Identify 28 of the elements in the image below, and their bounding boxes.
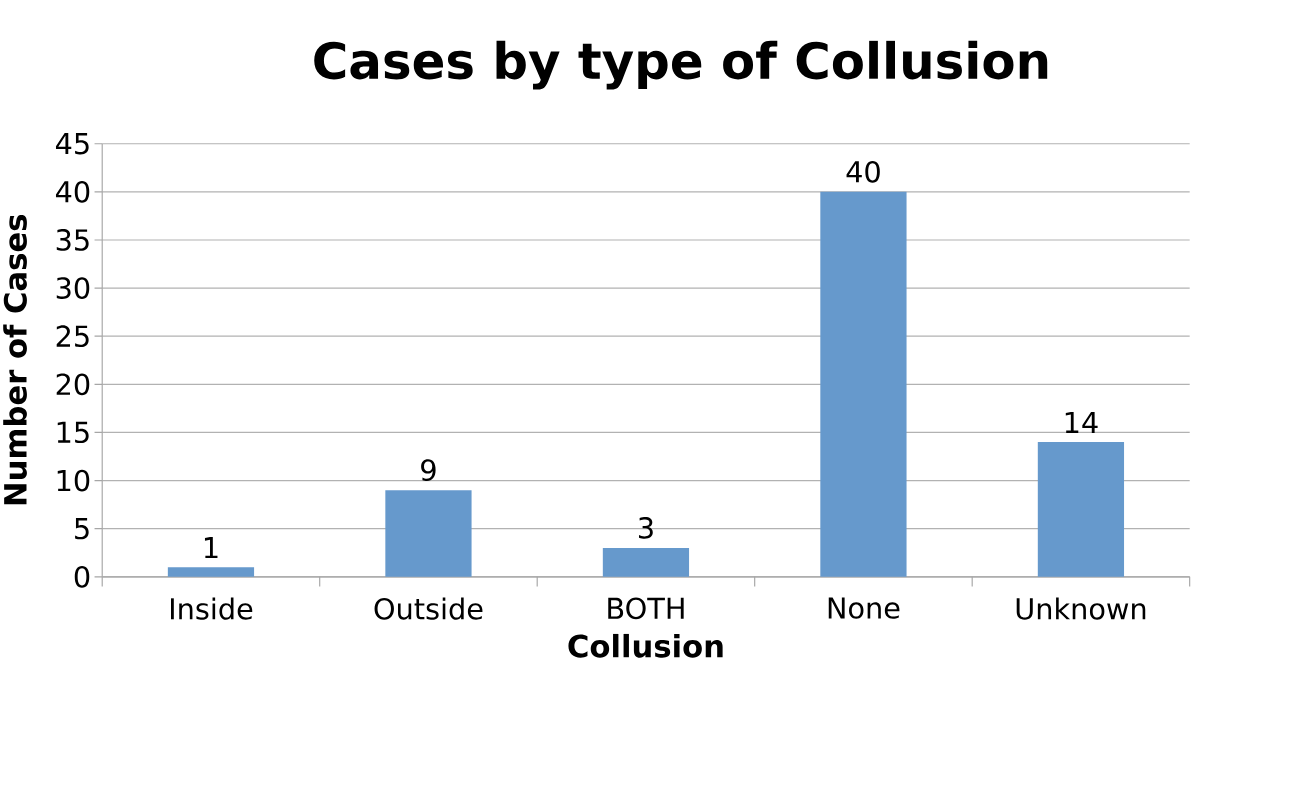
y-tick-label: 0 [74, 566, 90, 588]
y-tick-label: 45 [55, 133, 89, 155]
data-label: 40 [846, 161, 880, 183]
y-tick-label: 15 [57, 421, 89, 444]
bar [1037, 442, 1125, 577]
bar [385, 490, 472, 577]
x-tick-label: Unknown [1016, 597, 1146, 620]
y-tick-label: 40 [55, 181, 90, 203]
data-label: 14 [1065, 412, 1098, 434]
y-tick-label: 10 [57, 469, 90, 492]
bar [602, 548, 690, 577]
x-tick-label: None [828, 597, 900, 619]
bar [167, 567, 255, 577]
data-label: 1 [204, 537, 218, 559]
y-tick-label: 20 [56, 373, 90, 396]
y-tick-label: 35 [56, 229, 89, 251]
data-label: 3 [638, 517, 653, 539]
y-tick-label: 25 [56, 325, 89, 348]
y-tick-label: 30 [56, 277, 90, 300]
data-label: 9 [421, 459, 436, 482]
x-tick-label: Outside [374, 597, 483, 620]
x-tick-label: Inside [170, 597, 253, 620]
y-axis-title: Number of Cases [3, 215, 27, 505]
bar [820, 191, 907, 577]
x-tick-label: BOTH [608, 597, 684, 620]
y-tick-label: 5 [75, 518, 89, 540]
chart-title: Cases by type of Collusion [314, 40, 1048, 90]
x-axis-title: Collusion [568, 634, 723, 658]
